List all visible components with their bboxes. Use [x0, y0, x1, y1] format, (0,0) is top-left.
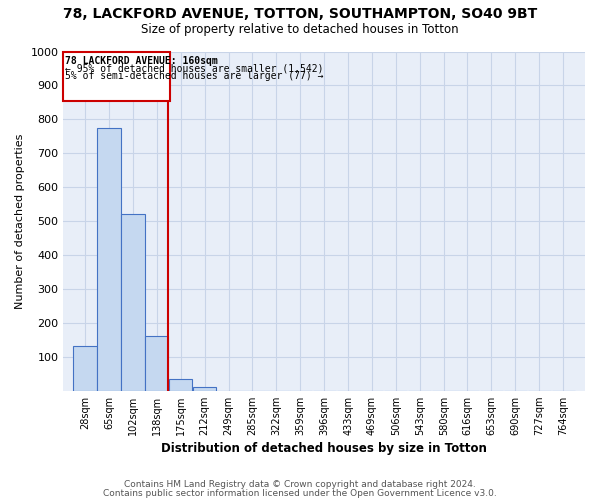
- Text: 5% of semi-detached houses are larger (77) →: 5% of semi-detached houses are larger (7…: [65, 71, 324, 81]
- Text: Contains public sector information licensed under the Open Government Licence v3: Contains public sector information licen…: [103, 489, 497, 498]
- Bar: [145, 336, 168, 390]
- Y-axis label: Number of detached properties: Number of detached properties: [15, 134, 25, 309]
- X-axis label: Distribution of detached houses by size in Totton: Distribution of detached houses by size …: [161, 442, 487, 455]
- Bar: [169, 379, 192, 390]
- Text: Size of property relative to detached houses in Totton: Size of property relative to detached ho…: [141, 22, 459, 36]
- FancyBboxPatch shape: [64, 52, 170, 100]
- Text: Contains HM Land Registry data © Crown copyright and database right 2024.: Contains HM Land Registry data © Crown c…: [124, 480, 476, 489]
- Text: 78, LACKFORD AVENUE, TOTTON, SOUTHAMPTON, SO40 9BT: 78, LACKFORD AVENUE, TOTTON, SOUTHAMPTON…: [63, 8, 537, 22]
- Text: ← 95% of detached houses are smaller (1,542): ← 95% of detached houses are smaller (1,…: [65, 64, 324, 74]
- Bar: [193, 388, 217, 390]
- Bar: [97, 128, 121, 390]
- Bar: [73, 346, 97, 391]
- Text: 78 LACKFORD AVENUE: 160sqm: 78 LACKFORD AVENUE: 160sqm: [65, 56, 218, 66]
- Bar: [121, 214, 145, 390]
